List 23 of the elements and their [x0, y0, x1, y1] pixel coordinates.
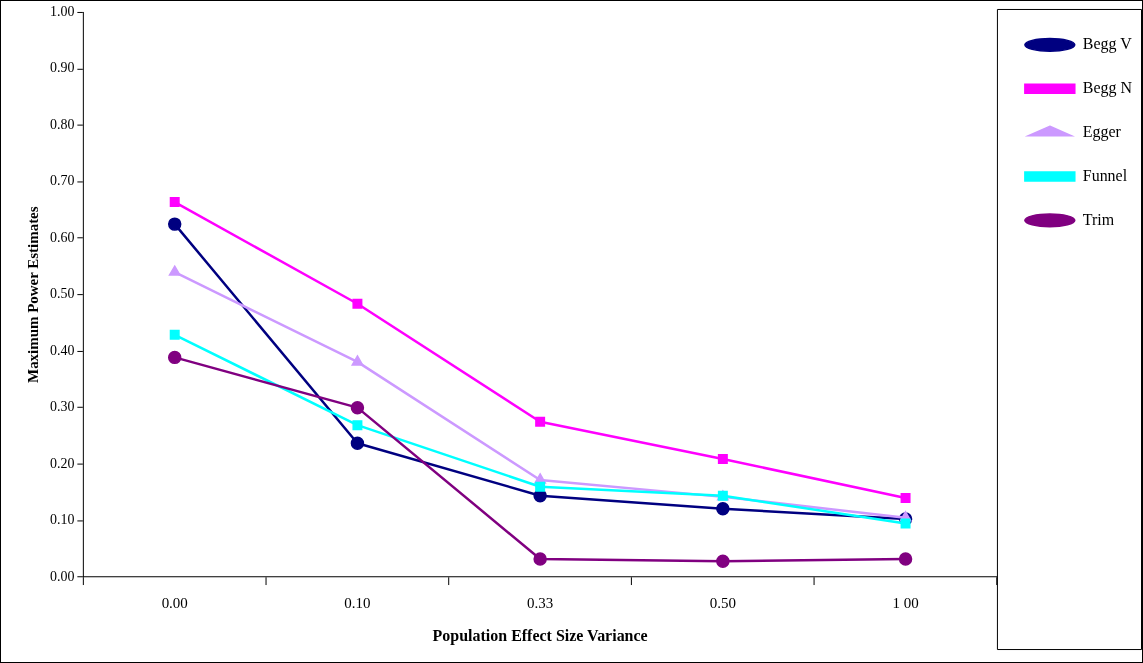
y-tick-label: 0.50: [49, 286, 75, 302]
legend-label: Funnel: [1082, 166, 1128, 184]
y-tick-label: 0.80: [49, 116, 75, 132]
y-tick-label: 0.60: [49, 229, 75, 245]
y-tick-label: 0.00: [49, 568, 75, 584]
y-tick-label: 0.90: [49, 60, 75, 76]
y-tick-label: 0.30: [49, 399, 75, 415]
y-axis-title: Maximum Power Estimates: [24, 206, 41, 383]
y-tick-label: 1.00: [49, 4, 75, 20]
y-tick-label: 0.10: [49, 512, 75, 528]
x-tick-label: 0.33: [527, 594, 554, 611]
legend-label: Begg N: [1082, 78, 1133, 97]
y-tick-label: 0.20: [49, 455, 75, 471]
legend-label: Egger: [1082, 122, 1122, 141]
x-tick-label: 0.00: [161, 594, 188, 611]
legend-label: Begg V: [1082, 35, 1133, 54]
legend-label: Trim: [1082, 210, 1115, 228]
x-tick-label: 1 00: [892, 594, 919, 611]
x-tick-label: 0.50: [709, 594, 736, 611]
y-tick-label: 0.70: [49, 173, 75, 189]
y-tick-label: 0.40: [49, 342, 75, 358]
x-axis-title: Population Effect Size Variance: [432, 626, 648, 645]
x-tick-label: 0.10: [344, 594, 371, 611]
